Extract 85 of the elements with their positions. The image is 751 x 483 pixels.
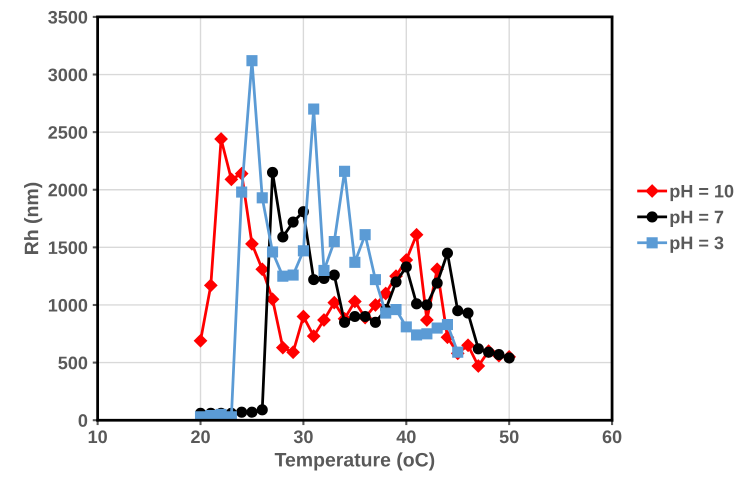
point <box>348 294 362 308</box>
point <box>318 264 330 276</box>
point <box>368 298 382 312</box>
point <box>328 269 340 281</box>
point <box>411 329 422 340</box>
point <box>462 307 474 319</box>
point <box>328 296 341 310</box>
point <box>461 338 475 352</box>
point <box>277 270 288 282</box>
point <box>379 286 392 300</box>
point <box>266 246 278 258</box>
point <box>360 229 371 240</box>
y-tick-label: 0 <box>78 414 88 427</box>
x-tick-label: 50 <box>500 430 518 444</box>
point <box>442 248 453 259</box>
y-axis-title: Rh (nm) <box>24 182 42 254</box>
point <box>256 404 268 416</box>
point <box>266 292 280 306</box>
point <box>256 192 268 204</box>
point <box>224 172 238 186</box>
y-tick-label: 500 <box>58 356 88 370</box>
point <box>442 319 453 330</box>
point <box>432 278 443 289</box>
point <box>286 346 300 359</box>
y-tick-label: 1500 <box>48 241 88 254</box>
point <box>277 231 288 243</box>
x-tick-label: 30 <box>294 430 313 444</box>
point <box>349 256 360 268</box>
point <box>370 274 381 286</box>
point <box>317 313 331 327</box>
x-tick-label: 20 <box>191 430 210 444</box>
point <box>349 310 360 322</box>
point <box>472 343 484 354</box>
legend-label: pH = 3 <box>670 236 724 253</box>
legend-label: pH = 10 <box>670 184 734 202</box>
point <box>245 237 259 250</box>
point <box>236 406 248 418</box>
point <box>452 305 464 316</box>
y-tick-label: 3500 <box>48 10 88 24</box>
x-axis-title: Temperature (oC) <box>274 452 434 470</box>
point <box>380 307 392 319</box>
point <box>307 330 320 343</box>
point <box>420 313 434 327</box>
point <box>411 298 422 310</box>
point <box>472 359 485 373</box>
point <box>276 341 290 354</box>
point <box>410 228 424 242</box>
point <box>452 346 464 358</box>
point <box>246 55 258 66</box>
y-tick-label: 2500 <box>48 126 88 139</box>
point <box>370 316 381 328</box>
point <box>266 166 278 178</box>
point <box>421 328 432 340</box>
point <box>390 276 402 288</box>
legend-label: pH = 7 <box>670 210 724 227</box>
point <box>298 245 309 256</box>
point <box>483 346 494 358</box>
y-tick-label: 3000 <box>48 68 88 82</box>
point <box>400 321 412 332</box>
point <box>390 304 402 316</box>
point <box>288 269 299 281</box>
point <box>236 186 248 198</box>
point <box>204 278 218 292</box>
point <box>432 322 443 334</box>
point <box>328 236 340 248</box>
point <box>339 166 350 177</box>
point <box>308 274 320 286</box>
y-tick-label: 2000 <box>48 184 88 196</box>
point <box>296 310 310 324</box>
x-tick-label: 10 <box>88 430 107 444</box>
point <box>246 406 258 418</box>
point <box>339 316 350 328</box>
point <box>194 334 208 348</box>
point <box>400 261 412 273</box>
point <box>421 299 432 311</box>
point <box>288 216 299 228</box>
point <box>214 132 228 146</box>
point <box>308 104 320 115</box>
point <box>504 352 515 364</box>
y-tick-label: 1000 <box>48 298 88 312</box>
point <box>360 310 371 322</box>
point <box>256 262 269 276</box>
x-tick-label: 40 <box>396 430 416 444</box>
x-tick-label: 60 <box>602 430 622 444</box>
point <box>493 348 504 360</box>
